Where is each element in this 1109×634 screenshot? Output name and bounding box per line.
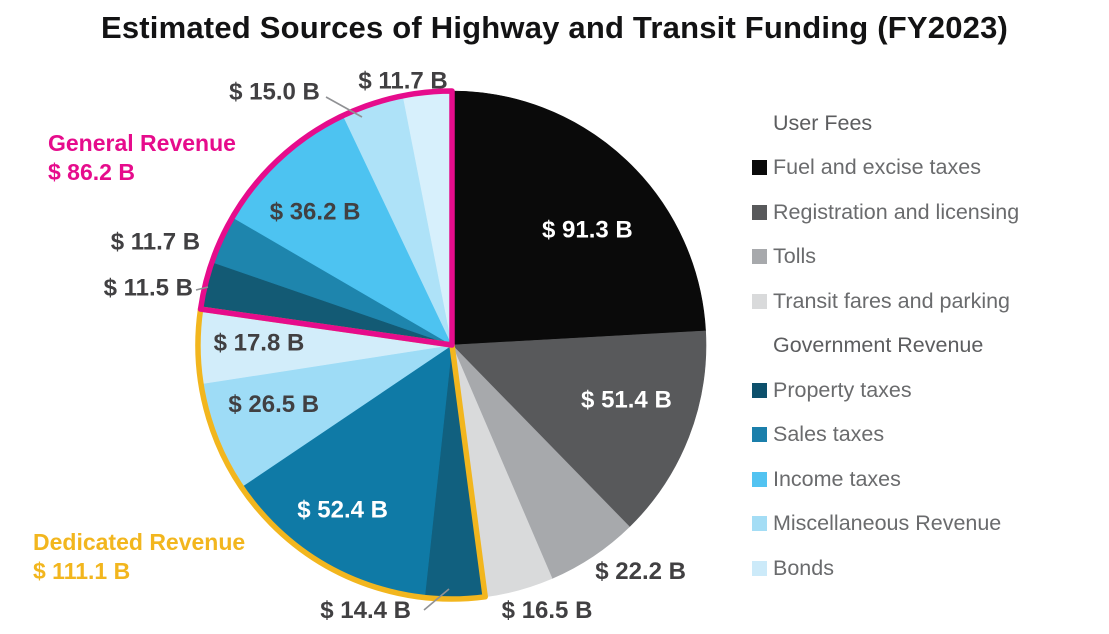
legend-swatch-icon xyxy=(752,293,767,309)
pie-label-user-fees-transit-fares-and-parking: $ 16.5 B xyxy=(502,597,593,624)
pie-slice-user-fees-registration-and-licensing xyxy=(451,330,707,528)
legend-item-label: Tolls xyxy=(773,244,817,269)
legend-item-income-taxes: Income taxes xyxy=(752,457,1102,502)
pie-label-user-fees-registration-and-licensing: $ 51.4 B xyxy=(581,386,672,413)
legend-item-sales-taxes: Sales taxes xyxy=(752,413,1102,458)
legend-swatch-icon xyxy=(752,249,767,265)
legend-swatch-icon xyxy=(752,471,767,487)
chart-title: Estimated Sources of Highway and Transit… xyxy=(100,10,1009,45)
legend-item-transit-fares-and-parking: Transit fares and parking xyxy=(752,279,1102,324)
general-revenue-amount: $ 86.2 B xyxy=(48,159,135,185)
legend-swatch-icon xyxy=(752,560,767,576)
dedicated-revenue-outline xyxy=(195,306,488,602)
pie-label-dedicated-revenue-bonds: $ 17.8 B xyxy=(214,329,305,356)
legend-item-label: Transit fares and parking xyxy=(773,288,1011,313)
pie-label-general-revenue-sales-taxes: $ 11.7 B xyxy=(111,229,200,256)
legend-item-tolls: Tolls xyxy=(752,235,1102,280)
dedicated-revenue-name: Dedicated Revenue xyxy=(33,529,246,555)
legend-item-label: Fuel and excise taxes xyxy=(773,155,981,180)
general-revenue-outline xyxy=(197,88,455,348)
pie-label-dedicated-revenue-miscellaneous-revenue: $ 26.5 B xyxy=(228,391,319,418)
legend-item-miscellaneous-revenue: Miscellaneous Revenue xyxy=(752,502,1102,547)
general-revenue-group-label: General Revenue $ 86.2 B xyxy=(48,129,236,187)
legend-item-property-taxes: Property taxes xyxy=(752,368,1102,413)
general-revenue-name: General Revenue xyxy=(48,130,236,156)
legend-item-label: Registration and licensing xyxy=(773,199,1020,224)
legend-header-government-revenue: Government Revenue xyxy=(773,333,984,358)
pie-label-dedicated-revenue-property-taxes: $ 14.4 B xyxy=(320,597,411,624)
legend-item-label: Bonds xyxy=(773,555,834,580)
legend-swatch-icon xyxy=(752,160,767,176)
legend-swatch-icon xyxy=(752,204,767,220)
pie-label-dedicated-revenue-sales-taxes: $ 52.4 B xyxy=(297,497,388,524)
pie-slice-user-fees-fuel-and-excise-taxes xyxy=(451,90,706,346)
dedicated-revenue-group-label: Dedicated Revenue $ 111.1 B xyxy=(33,528,245,586)
dedicated-revenue-amount: $ 111.1 B xyxy=(33,558,131,584)
legend-item-registration-and-licensing: Registration and licensing xyxy=(752,190,1102,235)
legend-item-bonds: Bonds xyxy=(752,546,1102,591)
legend: User Fees Fuel and excise taxes Registra… xyxy=(752,101,1102,591)
legend-swatch-icon xyxy=(752,427,767,443)
pie-label-general-revenue-income-taxes: $ 36.2 B xyxy=(270,198,361,225)
legend-item-fuel-and-excise-taxes: Fuel and excise taxes xyxy=(752,146,1102,191)
label-leader-line xyxy=(195,286,209,291)
legend-item-label: Miscellaneous Revenue xyxy=(773,511,1002,536)
legend-item-label: Sales taxes xyxy=(773,422,885,447)
label-leader-line xyxy=(423,588,450,611)
pie-label-user-fees-fuel-and-excise-taxes: $ 91.3 B xyxy=(542,216,633,243)
pie-label-general-revenue-miscellaneous-revenue: $ 15.0 B xyxy=(229,79,320,106)
pie-label-user-fees-tolls: $ 22.2 B xyxy=(595,558,686,585)
legend-swatch-icon xyxy=(752,516,767,532)
legend-item-label: Income taxes xyxy=(773,466,901,491)
label-leader-line xyxy=(325,96,363,118)
pie-label-general-revenue-bonds: $ 11.7 B xyxy=(358,67,447,94)
legend-swatch-icon xyxy=(752,382,767,398)
legend-header-user-fees: User Fees xyxy=(773,110,873,135)
legend-item-label: Property taxes xyxy=(773,377,912,402)
pie-label-general-revenue-property-taxes: $ 11.5 B xyxy=(104,275,193,302)
